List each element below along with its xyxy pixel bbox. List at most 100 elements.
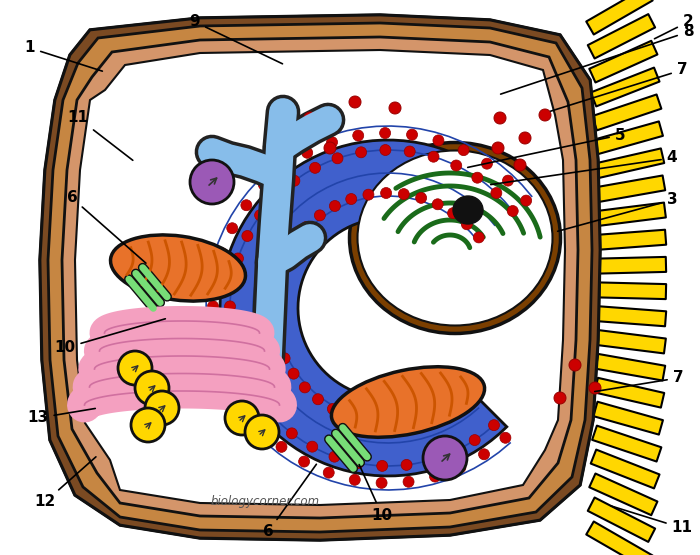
Polygon shape (40, 15, 600, 540)
Circle shape (258, 179, 270, 190)
Polygon shape (596, 330, 666, 354)
Circle shape (521, 195, 532, 206)
Circle shape (239, 402, 250, 413)
Circle shape (330, 200, 340, 211)
Text: 2: 2 (654, 14, 694, 39)
Circle shape (189, 352, 201, 364)
Polygon shape (587, 0, 652, 34)
Circle shape (407, 129, 417, 140)
Text: 11: 11 (67, 110, 133, 160)
Text: 13: 13 (27, 408, 95, 426)
Ellipse shape (111, 235, 246, 301)
Polygon shape (598, 282, 666, 299)
Circle shape (329, 451, 340, 462)
Circle shape (299, 456, 309, 467)
Circle shape (269, 284, 280, 295)
Circle shape (245, 415, 279, 449)
Text: 6: 6 (262, 465, 316, 539)
Circle shape (403, 476, 414, 487)
Text: biologycorner.com: biologycorner.com (211, 496, 320, 508)
Polygon shape (62, 37, 578, 518)
Circle shape (380, 144, 391, 155)
Circle shape (589, 382, 601, 394)
Polygon shape (592, 426, 661, 462)
Circle shape (376, 477, 387, 488)
Circle shape (226, 325, 237, 336)
Text: 4: 4 (491, 150, 678, 185)
Circle shape (256, 423, 267, 435)
Circle shape (396, 417, 407, 428)
Circle shape (349, 475, 360, 485)
Circle shape (232, 253, 244, 264)
Circle shape (519, 132, 531, 144)
Ellipse shape (349, 143, 561, 334)
Circle shape (118, 351, 152, 385)
Circle shape (401, 460, 412, 471)
Circle shape (492, 142, 504, 154)
Circle shape (216, 248, 228, 259)
Circle shape (272, 336, 284, 347)
Circle shape (216, 354, 226, 365)
Circle shape (494, 112, 506, 124)
Circle shape (227, 276, 237, 287)
Circle shape (300, 382, 310, 393)
Circle shape (508, 205, 518, 216)
Ellipse shape (331, 367, 484, 437)
Circle shape (500, 432, 511, 443)
Circle shape (279, 162, 290, 173)
Circle shape (473, 232, 484, 243)
Polygon shape (597, 306, 666, 326)
Polygon shape (591, 450, 659, 488)
Circle shape (430, 407, 441, 418)
Polygon shape (592, 94, 661, 130)
Circle shape (327, 137, 337, 148)
Text: 7: 7 (595, 371, 683, 392)
Polygon shape (594, 122, 663, 154)
Circle shape (554, 392, 566, 404)
Circle shape (451, 160, 462, 171)
Text: 9: 9 (190, 14, 283, 64)
Circle shape (446, 398, 456, 410)
Circle shape (190, 160, 234, 204)
Polygon shape (588, 497, 655, 542)
Circle shape (241, 200, 252, 211)
Polygon shape (596, 203, 666, 226)
Circle shape (404, 146, 415, 157)
Circle shape (286, 428, 297, 439)
Circle shape (469, 435, 480, 446)
Circle shape (225, 301, 235, 312)
Text: 7: 7 (551, 63, 687, 111)
Polygon shape (588, 14, 655, 58)
Polygon shape (596, 175, 665, 202)
Polygon shape (75, 50, 565, 505)
Circle shape (242, 230, 253, 241)
Circle shape (398, 189, 409, 200)
Text: 5: 5 (468, 128, 625, 168)
Text: 1: 1 (25, 41, 102, 71)
Circle shape (279, 353, 290, 364)
Circle shape (269, 319, 280, 330)
Circle shape (332, 153, 343, 164)
Circle shape (280, 250, 291, 261)
Circle shape (276, 441, 287, 452)
Circle shape (324, 142, 336, 154)
Circle shape (227, 223, 238, 234)
Circle shape (164, 329, 176, 341)
Circle shape (145, 391, 179, 425)
Circle shape (309, 163, 321, 173)
Circle shape (363, 189, 374, 200)
Circle shape (207, 301, 218, 312)
Circle shape (448, 446, 459, 457)
Polygon shape (596, 354, 665, 381)
Circle shape (270, 191, 281, 202)
Circle shape (416, 193, 426, 203)
Circle shape (460, 388, 470, 399)
Circle shape (425, 455, 436, 466)
Circle shape (432, 199, 443, 210)
Circle shape (349, 96, 361, 108)
Circle shape (433, 135, 444, 146)
Ellipse shape (358, 150, 552, 325)
Circle shape (503, 175, 514, 186)
Text: 10: 10 (359, 465, 393, 522)
Circle shape (482, 158, 493, 169)
